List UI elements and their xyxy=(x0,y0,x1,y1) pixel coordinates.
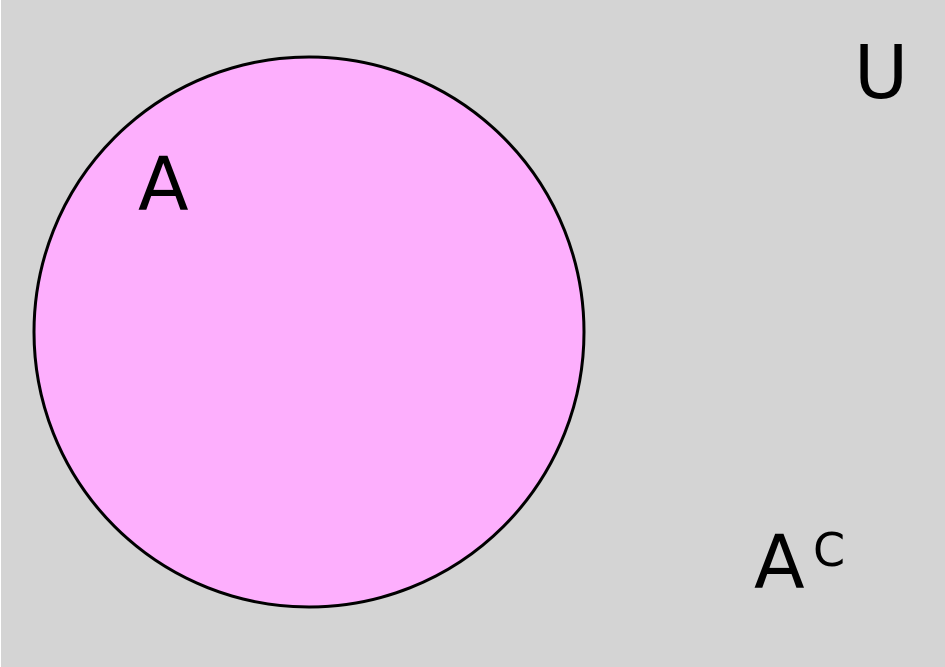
complement-label: A xyxy=(754,520,805,606)
complement-superscript: C xyxy=(813,523,846,577)
set-a-label: A xyxy=(138,142,189,228)
universe-label: U xyxy=(854,30,909,116)
set-a-circle xyxy=(32,55,586,609)
